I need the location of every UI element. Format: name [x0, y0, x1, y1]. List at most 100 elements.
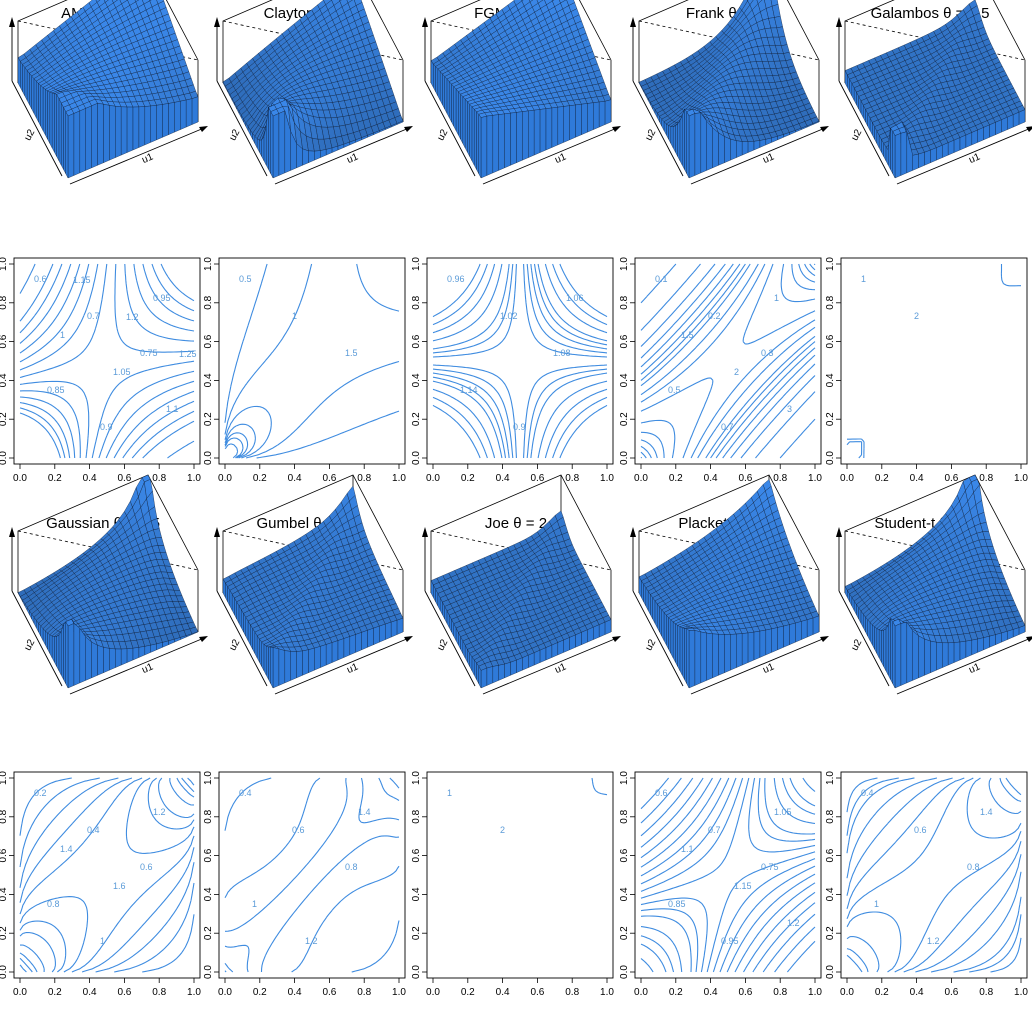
surface-wall: [930, 147, 937, 163]
surface-wall: [435, 66, 438, 97]
x-tick-label: 0.2: [669, 473, 683, 484]
u1-axis: [274, 127, 410, 185]
x-tick-label: 0.0: [634, 473, 648, 484]
x-tick-label: 0.8: [773, 473, 787, 484]
contour-label: 1.4: [60, 844, 73, 854]
surface-wall: [65, 111, 69, 179]
surface-wall: [261, 136, 265, 161]
x-tick-label: 0.2: [875, 473, 889, 484]
surface-wall: [243, 612, 246, 637]
surface-wall: [58, 631, 62, 676]
surface-wall: [480, 115, 488, 179]
contour-label: 1.15: [73, 275, 91, 285]
surface-wall: [245, 616, 249, 641]
surface-wall: [684, 108, 687, 174]
contour-label: 0.8: [47, 899, 60, 909]
surface-wall: [51, 92, 55, 153]
surface-wall: [343, 636, 350, 658]
surface-wall: [942, 142, 949, 158]
x-tick-label: 0.4: [496, 987, 510, 998]
surface-wall: [272, 113, 280, 179]
x-tick-label: 0.6: [944, 473, 958, 484]
x-tick-label: 0.6: [117, 473, 131, 484]
x-tick-label: 0.4: [704, 473, 718, 484]
surface-wall: [85, 636, 92, 681]
surface-wall: [924, 149, 931, 166]
surface-wall: [231, 593, 235, 615]
contour-label: 0.85: [47, 385, 65, 395]
surface-wall: [753, 140, 761, 151]
surface-wall: [337, 638, 345, 661]
y-tick-label: 0.4: [411, 373, 422, 387]
surface-wall: [668, 125, 671, 144]
u1-axis: [69, 127, 205, 185]
surface-wall: [694, 112, 701, 176]
surface-wall: [593, 101, 600, 130]
surface-wall: [61, 624, 64, 680]
surface-wall: [227, 585, 230, 607]
surface-wall: [759, 139, 766, 148]
surface-wall: [132, 647, 140, 661]
contour-label: 1.06: [566, 293, 584, 303]
y-tick-label: 0.0: [619, 451, 630, 465]
contour-label: 1.2: [126, 312, 139, 322]
y-tick-label: 1.0: [619, 257, 630, 271]
surface-wall: [706, 120, 713, 171]
surface-wall: [894, 132, 902, 179]
surface-wall: [666, 123, 669, 140]
surface-wall: [672, 125, 676, 153]
surface-wall: [480, 667, 488, 689]
surface-wall: [156, 104, 163, 141]
surface-wall: [103, 647, 110, 673]
contour-label: 0.1: [655, 274, 668, 284]
u1-arrow: [199, 126, 208, 132]
surface-wall: [439, 71, 443, 105]
y-tick-label: 0.8: [825, 295, 836, 309]
surface-wall: [1007, 114, 1014, 130]
surface-wall: [486, 115, 493, 176]
x-tick-label: 0.6: [117, 987, 131, 998]
surface-wall: [42, 87, 46, 135]
surface-wall: [320, 149, 327, 158]
contour-label: 1: [292, 311, 297, 321]
surface-wall: [91, 103, 98, 169]
y-tick-label: 0.2: [411, 412, 422, 426]
surface-wall: [528, 652, 535, 668]
surface-wall: [47, 90, 50, 144]
surface-wall: [261, 641, 265, 671]
surface-wall: [504, 112, 511, 169]
contour-panel-6: 0.40.60.811.21.40.0 0.2 0.4 0.6 0.8 1.00.00.2…: [203, 771, 406, 998]
surface-wall: [989, 122, 996, 138]
x-tick-label: 1.0: [392, 987, 406, 998]
surface-wall: [63, 621, 66, 684]
surface-wall: [670, 126, 674, 148]
surface-wall: [97, 645, 104, 676]
surface-wall: [510, 112, 517, 166]
surface-wall: [150, 105, 157, 143]
surface-panel-5: Gaussian θ = 0.5u1u2: [9, 474, 208, 695]
u2-axis-label: u2: [435, 637, 450, 652]
family-name: Joe: [485, 515, 509, 532]
contour-label: 2: [500, 825, 505, 835]
surface-wall: [476, 662, 479, 684]
surface-wall: [355, 632, 362, 653]
surface-wall: [79, 108, 86, 174]
x-tick-label: 0.0: [218, 987, 232, 998]
u2-axis-label: u2: [227, 637, 242, 652]
x-tick-label: 0.0: [13, 473, 27, 484]
surface-wall: [379, 623, 386, 643]
surface-wall: [180, 99, 187, 130]
surface-wall: [326, 642, 333, 666]
surface-wall: [385, 621, 392, 640]
contour-label: 1.5: [345, 348, 358, 358]
surface-wall: [49, 91, 53, 148]
surface-wall: [256, 138, 260, 153]
surface-wall: [688, 113, 696, 179]
y-tick-label: 0.4: [203, 887, 214, 901]
surface-wall: [263, 644, 267, 676]
u1-arrow: [1026, 126, 1032, 132]
x-tick-label: 1.0: [1014, 473, 1028, 484]
surface-wall: [604, 619, 612, 635]
